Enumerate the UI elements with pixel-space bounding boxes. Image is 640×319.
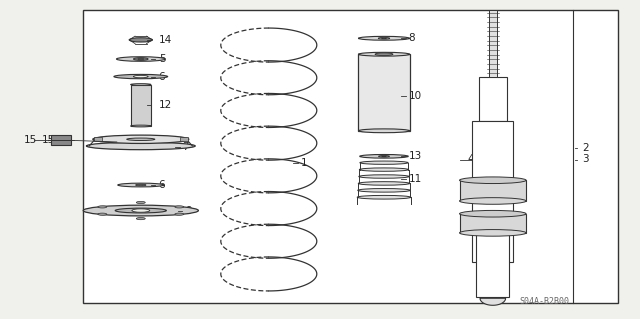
Ellipse shape: [114, 74, 168, 79]
Ellipse shape: [116, 57, 165, 61]
Bar: [131, 85, 151, 126]
Ellipse shape: [131, 125, 151, 127]
Text: S04A-B2B00: S04A-B2B00: [520, 297, 570, 306]
Text: 6: 6: [159, 71, 165, 82]
Text: 15: 15: [42, 135, 55, 145]
Ellipse shape: [138, 58, 144, 60]
Ellipse shape: [133, 75, 148, 78]
Text: 1: 1: [301, 158, 307, 168]
Text: 9: 9: [186, 205, 192, 216]
Ellipse shape: [134, 58, 148, 60]
Ellipse shape: [460, 198, 526, 204]
Bar: [479, 77, 507, 121]
Ellipse shape: [175, 206, 184, 208]
Text: 10: 10: [408, 91, 422, 101]
Bar: [489, 10, 497, 77]
Text: 12: 12: [159, 100, 172, 110]
Bar: [476, 233, 509, 297]
Ellipse shape: [358, 36, 410, 40]
Bar: [460, 214, 526, 233]
Ellipse shape: [98, 213, 107, 215]
Text: 6: 6: [159, 180, 165, 190]
Text: 14: 14: [159, 35, 172, 45]
Ellipse shape: [358, 182, 410, 185]
Ellipse shape: [83, 205, 198, 216]
Ellipse shape: [358, 129, 410, 133]
Ellipse shape: [378, 155, 390, 157]
Text: 2: 2: [582, 143, 589, 153]
Polygon shape: [480, 298, 506, 305]
Ellipse shape: [460, 211, 526, 217]
Ellipse shape: [136, 201, 145, 204]
Text: 3: 3: [582, 154, 589, 165]
Ellipse shape: [375, 53, 393, 56]
Ellipse shape: [136, 184, 146, 186]
Text: 15: 15: [24, 135, 37, 145]
Text: 8: 8: [408, 33, 415, 43]
Bar: [180, 137, 188, 141]
Ellipse shape: [132, 209, 150, 212]
Bar: [358, 54, 410, 131]
Text: 13: 13: [408, 151, 422, 161]
Ellipse shape: [360, 154, 408, 158]
Bar: [460, 180, 526, 201]
Ellipse shape: [357, 196, 411, 199]
Text: 5: 5: [159, 54, 165, 64]
Ellipse shape: [115, 208, 166, 213]
Text: 4: 4: [467, 154, 474, 165]
Ellipse shape: [175, 213, 184, 215]
Ellipse shape: [360, 161, 408, 164]
Ellipse shape: [118, 183, 164, 187]
Bar: [51, 135, 71, 145]
Bar: [472, 121, 513, 262]
Ellipse shape: [136, 218, 145, 220]
Ellipse shape: [93, 135, 189, 144]
Bar: [83, 10, 618, 303]
Ellipse shape: [358, 52, 410, 56]
Ellipse shape: [86, 142, 195, 150]
Ellipse shape: [98, 206, 107, 208]
Ellipse shape: [460, 177, 526, 183]
Ellipse shape: [460, 230, 526, 236]
Ellipse shape: [131, 84, 151, 85]
Text: 7: 7: [182, 142, 189, 152]
Ellipse shape: [359, 175, 409, 178]
Ellipse shape: [381, 156, 387, 157]
Ellipse shape: [378, 37, 390, 39]
Ellipse shape: [359, 168, 409, 171]
Ellipse shape: [358, 189, 410, 192]
Bar: [94, 137, 102, 141]
Text: 11: 11: [408, 174, 422, 184]
Ellipse shape: [129, 38, 152, 42]
Ellipse shape: [381, 38, 387, 39]
Ellipse shape: [127, 138, 155, 140]
